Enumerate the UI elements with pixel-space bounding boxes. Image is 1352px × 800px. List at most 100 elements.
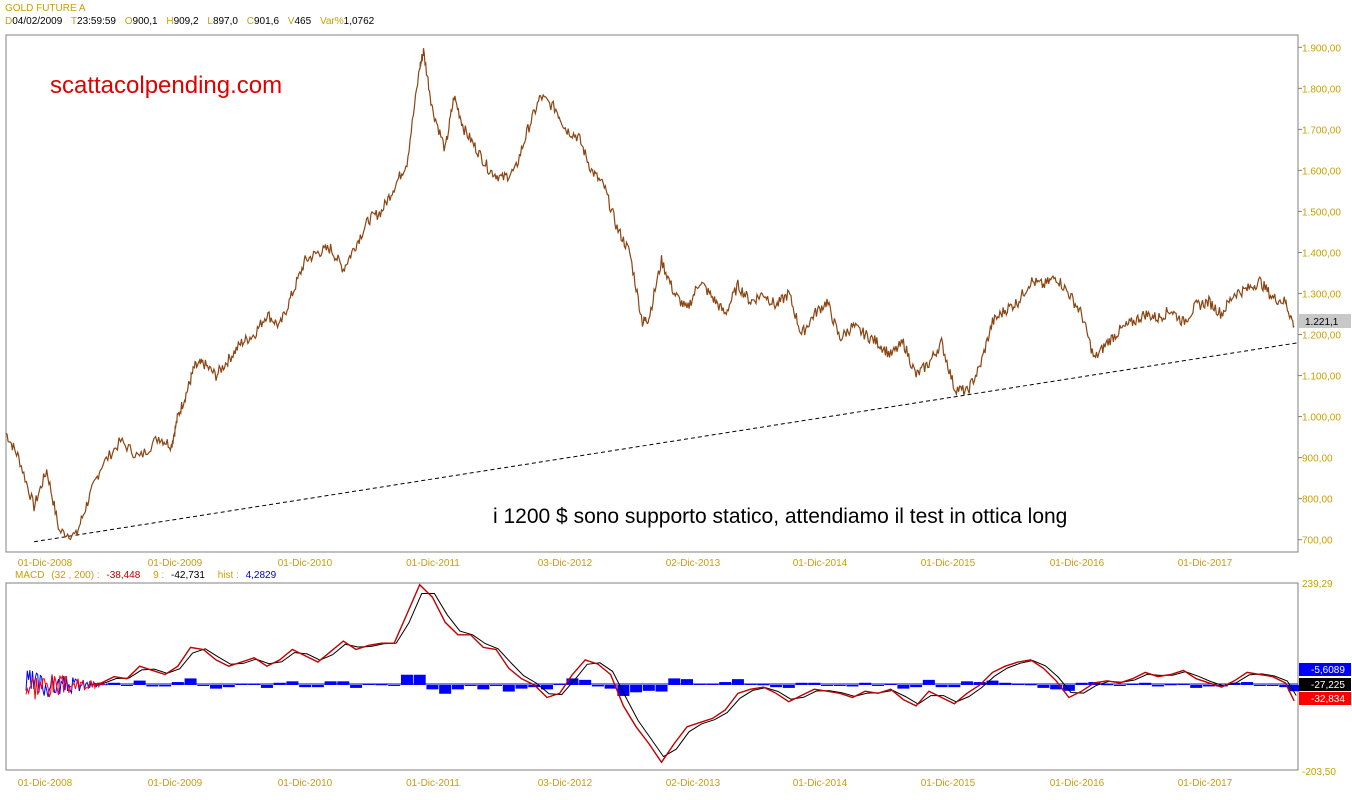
last-price-marker: 1.221,1: [1299, 314, 1351, 328]
macd-hist-bar: [1050, 684, 1063, 690]
macd-hist-bar: [719, 682, 732, 685]
macd-hist-bar: [757, 684, 770, 686]
macd-hist-bar: [337, 681, 350, 685]
close-label: C: [246, 16, 254, 27]
hist-value: 4,2829: [245, 570, 277, 581]
macd-hist-bar: [528, 684, 541, 688]
support-trendline: [33, 342, 1299, 543]
macd-hist-bar: [821, 684, 834, 686]
macd-hist-bar: [871, 684, 884, 686]
macd-hist-bar: [935, 684, 948, 688]
price-y-tick-label: 1.400,00: [1302, 248, 1341, 259]
macd-x-tick-label: 01-Dic-2011: [406, 778, 460, 789]
macd-hist-bar: [400, 674, 413, 685]
price-panel[interactable]: [5, 34, 1299, 553]
macd-hist-bar: [1101, 684, 1114, 686]
high-label: H: [166, 16, 174, 27]
macd-hist-bar: [846, 684, 859, 687]
signal-value: -42,731: [170, 570, 205, 581]
instrument-title: GOLD FUTURE A: [5, 3, 86, 14]
macd-hist-bar: [973, 682, 986, 685]
macd-hist-bar: [375, 684, 388, 686]
price-y-tick-label: 1.200,00: [1302, 331, 1341, 342]
macd-hist-bar: [235, 683, 248, 685]
macd-panel[interactable]: [5, 582, 1299, 771]
macd-hist-bar: [617, 684, 630, 696]
macd-hist-bar: [273, 682, 286, 685]
macd-hist-bar: [222, 684, 235, 688]
macd-hist-bar: [197, 684, 210, 686]
macd-hist-bar: [1126, 683, 1139, 685]
macd-hist-bar: [426, 684, 439, 690]
time-label: T: [70, 16, 78, 27]
macd-hist-bar: [1177, 683, 1190, 685]
macd-name: MACD: [15, 570, 45, 581]
macd-hist-bar: [515, 684, 528, 689]
macd-hist-bar: [897, 684, 910, 689]
macd-hist-bar: [159, 684, 172, 687]
macd-hist-bar: [655, 684, 668, 692]
macd-hist-bar: [1024, 684, 1037, 686]
last-price-label: 1.221,1: [1305, 317, 1339, 328]
macd-hist-bar: [490, 684, 503, 686]
price-y-tick-label: 1.300,00: [1302, 290, 1341, 301]
macd-hist-bar: [210, 684, 223, 689]
watermark-text: scattacolpending.com: [50, 72, 282, 99]
price-y-tick-label: 800,00: [1302, 495, 1333, 506]
macd-hist-bar: [630, 684, 643, 693]
macd-hist-bar: [910, 684, 923, 688]
price-series-line: [5, 48, 1295, 541]
macd-x-tick-label: 02-Dic-2013: [666, 778, 721, 789]
price-x-tick-label: 01-Dic-2010: [278, 558, 333, 569]
macd-hist-bar: [553, 683, 566, 685]
low-label: L: [207, 16, 213, 27]
hist-label: hist :: [217, 570, 239, 581]
macd-hist-bar: [693, 683, 706, 685]
macd-hist-bar: [388, 684, 401, 686]
macd-params: (32 , 200) :: [51, 570, 100, 581]
macd-hist-bar: [299, 684, 312, 688]
macd-hist-bar: [833, 684, 846, 686]
time-value: 23:59:59: [77, 16, 116, 27]
macd-hist-bar: [782, 684, 795, 688]
price-y-tick-label: 1.700,00: [1302, 125, 1341, 136]
macd-hist-bar: [95, 684, 108, 686]
price-y-tick-label: 1.800,00: [1302, 84, 1341, 95]
macd-hist-bar: [1139, 682, 1152, 685]
price-x-tick-label: 01-Dic-2016: [1050, 558, 1105, 569]
macd-hist-bar: [248, 683, 261, 685]
macd-hist-bar: [1288, 684, 1301, 692]
price-y-axis: 700,00 800,00 900,00 1.000,00 1.100,00 1.200,…: [1298, 43, 1341, 547]
macd-hist-bar: [859, 682, 872, 685]
macd-hist-bar: [362, 683, 375, 685]
macd-early-oscillations: [25, 670, 105, 700]
price-y-tick-label: 1.600,00: [1302, 166, 1341, 177]
macd-x-tick-label: 01-Dic-2010: [278, 778, 333, 789]
high-value: 909,2: [173, 16, 199, 27]
macd-hist-bar: [731, 679, 744, 685]
macd-box-hist: -5,6089: [1311, 665, 1345, 676]
macd-x-tick-label: 01-Dic-2017: [1178, 778, 1233, 789]
macd-hist-bar: [706, 683, 719, 685]
price-x-axis: 01-Dic-2008 01-Dic-2009 01-Dic-2010 01-Dic-…: [18, 558, 1233, 569]
price-y-tick-label: 700,00: [1302, 536, 1333, 547]
macd-hist-bar: [1151, 684, 1164, 687]
macd-hist-bar: [502, 684, 515, 692]
macd-signal-line: [90, 593, 1297, 758]
macd-x-tick-label: 01-Dic-2008: [18, 778, 73, 789]
date-label: D: [5, 16, 13, 27]
macd-hist-bar: [1253, 684, 1266, 686]
price-x-tick-label: 03-Dic-2012: [538, 558, 593, 569]
macd-hist-bar: [350, 684, 363, 688]
price-x-tick-label: 01-Dic-2014: [793, 558, 848, 569]
signal-label: 9 :: [153, 570, 165, 581]
macd-hist-bar: [744, 683, 757, 685]
macd-hist-bar: [770, 684, 783, 688]
macd-y-axis: 239,29 -203,50: [1302, 579, 1336, 778]
macd-line: [88, 583, 1295, 764]
macd-hist-bar: [439, 684, 452, 694]
macd-header: MACD (32 , 200) : -38,448 9 : -42,731 hi…: [15, 570, 276, 581]
macd-hist-bar: [961, 681, 974, 685]
macd-hist-bar: [922, 679, 935, 685]
